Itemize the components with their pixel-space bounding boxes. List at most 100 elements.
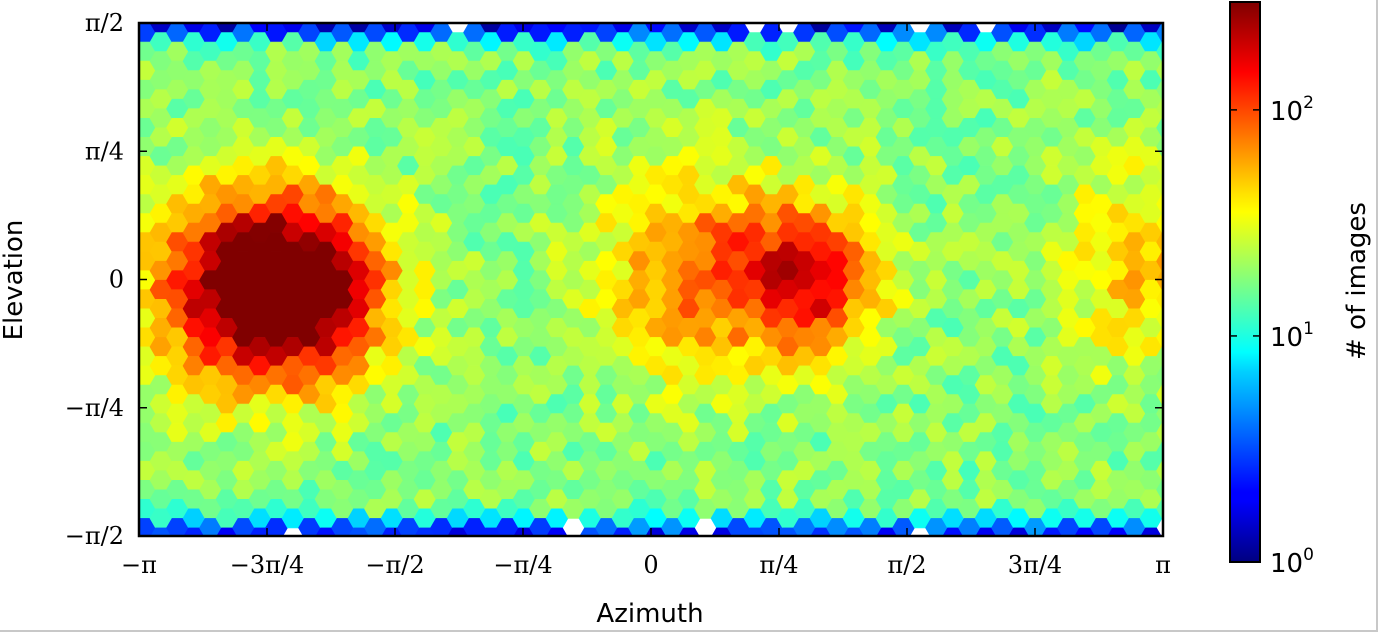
hex-bin xyxy=(926,537,948,556)
hex-bin xyxy=(1156,194,1163,214)
hex-bin xyxy=(1156,460,1163,481)
hex-bin xyxy=(678,0,700,14)
hex-bin xyxy=(139,60,140,62)
hex-bin xyxy=(1156,213,1163,233)
hex-bin xyxy=(534,23,547,24)
hex-bin xyxy=(139,308,140,310)
hex-bin xyxy=(612,0,634,14)
hex-bin xyxy=(579,0,601,14)
hex-bin xyxy=(369,23,382,24)
hex-bin xyxy=(843,0,865,14)
hex-bin xyxy=(1156,156,1163,176)
hex-bin xyxy=(876,0,898,14)
hex-bin xyxy=(402,23,415,24)
hex-bin xyxy=(204,23,217,24)
hex-bin xyxy=(381,0,403,14)
hexbin-cells xyxy=(139,0,1163,556)
hex-bin xyxy=(975,0,997,14)
hex-bin xyxy=(1140,0,1162,14)
x-tick-label: −π/4 xyxy=(493,551,552,579)
axis-ticks: −π −3π/4 −π/2 −π/4 0 π/4 π/2 3π/4 π π/2 π/4 0 −π/4 −π… xyxy=(65,9,1171,579)
x-tick-label: π/4 xyxy=(759,551,798,579)
hex-bin xyxy=(139,498,140,500)
hex-bin xyxy=(732,23,745,24)
hex-bin xyxy=(1156,403,1163,424)
hex-bin xyxy=(150,0,172,14)
hex-bin xyxy=(728,537,750,556)
hex-bin xyxy=(139,384,140,386)
hex-bin xyxy=(139,346,140,348)
y-tick-label: −π/4 xyxy=(65,394,124,422)
hex-bin xyxy=(1140,527,1162,536)
hex-bin xyxy=(1156,175,1163,195)
hex-bin xyxy=(167,537,189,556)
hex-bin xyxy=(480,0,502,14)
hex-bin xyxy=(744,0,766,14)
x-tick-label: 3π/4 xyxy=(1008,551,1062,579)
hex-bin xyxy=(1156,60,1163,81)
hex-bin xyxy=(1156,23,1163,43)
x-tick-label: π xyxy=(1155,551,1171,579)
colorbar xyxy=(1229,1,1261,563)
hex-bin xyxy=(1074,0,1096,14)
hex-bin xyxy=(563,537,585,556)
hex-bin xyxy=(200,537,222,556)
hex-bin xyxy=(1156,41,1163,62)
x-tick-label: −π/2 xyxy=(365,551,424,579)
hex-bin xyxy=(711,0,733,14)
hex-bin xyxy=(567,23,580,24)
hex-bin xyxy=(139,327,140,329)
hex-bin xyxy=(171,23,184,24)
hex-bin xyxy=(1156,441,1163,462)
hex-bin xyxy=(942,0,964,14)
y-tick-label: 0 xyxy=(109,266,124,294)
hex-bin xyxy=(139,251,140,253)
hex-bin xyxy=(1156,232,1163,252)
hex-bin xyxy=(139,212,140,215)
hex-bin xyxy=(139,98,140,100)
hex-bin xyxy=(237,23,250,24)
hex-bin xyxy=(546,0,568,14)
hex-bin xyxy=(1156,79,1163,100)
colorbar-tick-label: 102 xyxy=(1270,93,1314,127)
hex-bin xyxy=(930,23,943,24)
y-tick-label: π/2 xyxy=(85,9,124,37)
hex-bin xyxy=(303,23,316,24)
hex-bin xyxy=(1041,0,1063,14)
hex-bin xyxy=(645,0,667,14)
x-axis-label: Azimuth xyxy=(596,599,703,629)
colorbar-tick-label: 101 xyxy=(1270,319,1314,353)
hex-bin xyxy=(315,0,337,14)
x-tick-label: π/2 xyxy=(887,551,926,579)
hex-bin xyxy=(1156,98,1163,119)
hex-bin xyxy=(282,0,304,14)
y-tick-label: π/4 xyxy=(85,137,124,165)
hex-bin xyxy=(1156,118,1163,138)
hex-bin xyxy=(513,0,535,14)
hex-bin xyxy=(1095,23,1108,24)
hex-bin xyxy=(1156,422,1163,443)
hex-bin xyxy=(666,23,679,24)
hex-bin xyxy=(139,441,140,443)
hex-bin xyxy=(139,193,140,196)
hex-bin xyxy=(139,460,140,462)
hex-bin xyxy=(827,537,849,556)
x-tick-label: −π xyxy=(121,551,157,579)
y-axis-label: Elevation xyxy=(0,220,29,341)
y-tick-label: −π/2 xyxy=(65,522,124,550)
hex-bin xyxy=(431,537,453,556)
hex-bin xyxy=(270,23,283,24)
hex-bin xyxy=(332,537,354,556)
hex-bin xyxy=(1156,308,1163,329)
hex-bin xyxy=(435,23,448,24)
x-tick-label: −3π/4 xyxy=(230,551,305,579)
hex-bin xyxy=(468,23,481,24)
hex-bin xyxy=(810,0,832,14)
hex-bin xyxy=(1161,23,1163,24)
hex-bin xyxy=(1107,0,1129,14)
hex-bin xyxy=(139,79,140,81)
hex-bin xyxy=(139,117,140,119)
hex-bin xyxy=(798,23,811,24)
hex-bin xyxy=(1062,23,1075,24)
